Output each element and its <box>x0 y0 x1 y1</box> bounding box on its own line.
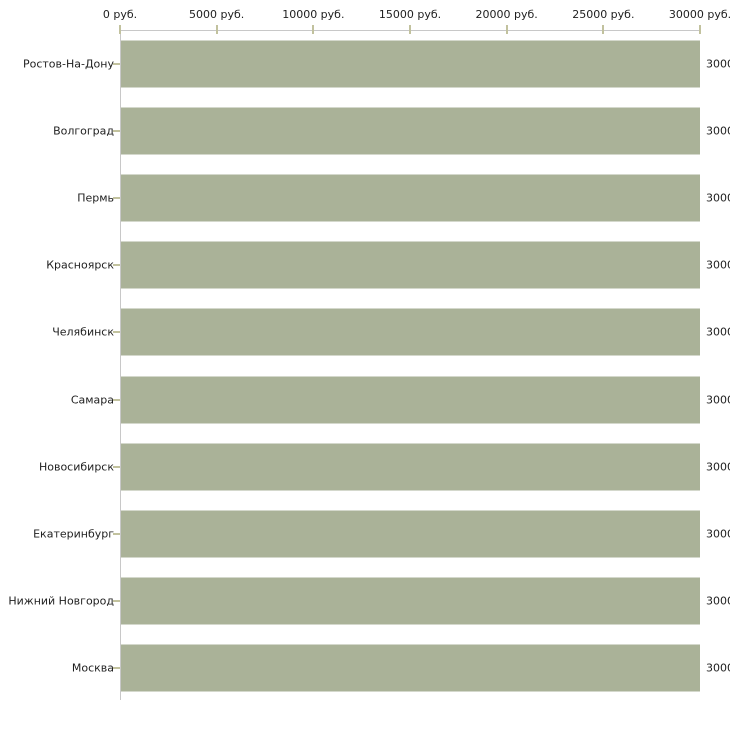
bar <box>121 40 700 88</box>
x-axis-tick-mark <box>602 25 605 34</box>
bar-row: Челябинск 30000 руб. <box>0 299 730 366</box>
bar <box>121 241 700 289</box>
bar-value-label: 30000 руб. <box>706 460 730 474</box>
category-label: Москва <box>71 661 114 675</box>
bar-row: Екатеринбург 30000 руб. <box>0 500 730 567</box>
bar-value-label: 30000 руб. <box>706 393 730 407</box>
bar-row: Пермь 30000 руб. <box>0 164 730 231</box>
bar-value-label: 30000 руб. <box>706 191 730 205</box>
y-axis-line <box>120 30 121 700</box>
y-axis-tick-mark <box>113 264 120 267</box>
bar <box>121 174 700 222</box>
bar <box>121 510 700 558</box>
bar <box>121 308 700 356</box>
category-label: Ростов-На-Дону <box>22 57 114 71</box>
x-axis-tick-label: 0 руб. <box>102 8 138 21</box>
bar-value-label: 30000 руб. <box>706 325 730 339</box>
category-label: Красноярск <box>46 258 114 272</box>
bar-value-label: 30000 руб. <box>706 594 730 608</box>
bar <box>121 443 700 491</box>
category-label: Волгоград <box>53 124 114 138</box>
y-axis-tick-mark <box>113 398 120 401</box>
x-axis-tick-label: 5000 руб. <box>189 8 245 21</box>
category-label: Екатеринбург <box>33 527 114 541</box>
x-axis-tick-mark <box>699 25 701 34</box>
category-label: Новосибирск <box>38 460 114 474</box>
bar <box>121 107 700 155</box>
x-axis-tick-mark <box>505 25 508 34</box>
bar-row: Москва 30000 руб. <box>0 635 730 702</box>
bar-row: Волгоград 30000 руб. <box>0 97 730 164</box>
y-axis-tick-mark <box>113 667 120 670</box>
bar <box>121 577 700 625</box>
bar-value-label: 30000 руб. <box>706 527 730 541</box>
y-axis-tick-mark <box>113 331 120 334</box>
y-axis-tick-mark <box>113 196 120 199</box>
bar <box>121 644 700 692</box>
category-label: Пермь <box>77 191 114 205</box>
x-axis-tick-label: 30000 руб. <box>668 8 730 21</box>
y-axis-tick-mark <box>113 600 120 603</box>
x-axis-tick-label: 20000 руб. <box>475 8 538 21</box>
bar-value-label: 30000 руб. <box>706 124 730 138</box>
x-axis-tick-label: 15000 руб. <box>378 8 442 21</box>
x-axis-tick-label: 10000 руб. <box>282 8 345 21</box>
bar-row: Красноярск 30000 руб. <box>0 232 730 299</box>
bar-value-label: 30000 руб. <box>706 661 730 675</box>
bar-row: Ростов-На-Дону 30000 руб. <box>0 30 730 97</box>
bar-row: Новосибирск 30000 руб. <box>0 433 730 500</box>
y-axis-tick-mark <box>113 129 120 132</box>
x-axis-tick-label: 25000 руб. <box>572 8 635 21</box>
x-axis-tick-mark <box>312 25 315 34</box>
bar-row: Самара 30000 руб. <box>0 366 730 433</box>
category-label: Самара <box>70 393 114 407</box>
x-axis-tick-mark <box>119 25 121 34</box>
bar-value-label: 30000 руб. <box>706 258 730 272</box>
bar-row: Нижний Новгород 30000 руб. <box>0 568 730 635</box>
category-label: Нижний Новгород <box>8 594 114 608</box>
x-axis-tick-mark <box>409 25 411 34</box>
y-axis-tick-mark <box>113 465 120 468</box>
category-label: Челябинск <box>52 325 114 339</box>
bar <box>121 376 700 424</box>
y-axis-tick-mark <box>113 62 120 65</box>
y-axis-tick-mark <box>113 532 120 535</box>
x-axis-tick-mark <box>215 25 218 34</box>
bar-value-label: 30000 руб. <box>706 57 730 71</box>
